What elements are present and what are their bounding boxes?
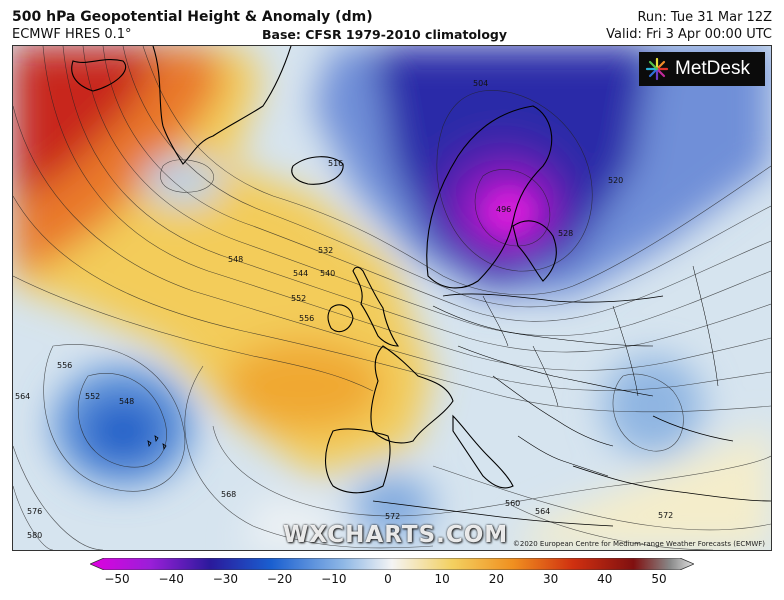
metdesk-logo-text: MetDesk <box>675 58 750 79</box>
valid-time-label: Valid: Fri 3 Apr 00:00 UTC <box>606 27 772 42</box>
great-britain-coast <box>352 266 400 347</box>
france-coast <box>370 345 454 444</box>
chart-title: 500 hPa Geopotential Height & Anomaly (d… <box>12 9 373 25</box>
italy-coast <box>452 414 514 489</box>
anomaly-map: 516 520 528 532 540 544 548 552 556 560 … <box>12 45 772 551</box>
anomaly-field <box>13 46 771 550</box>
metdesk-logo-icon <box>645 57 669 81</box>
coastlines <box>71 46 771 527</box>
contour-label: 548 <box>228 255 243 264</box>
metdesk-logo: MetDesk <box>639 52 765 86</box>
colorbar-tick-label: 50 <box>651 572 667 586</box>
greenland-coast <box>152 46 292 165</box>
iberia-coast <box>324 428 391 494</box>
contour-label: 544 <box>293 269 308 278</box>
colorbar-tick-label: −40 <box>158 572 184 586</box>
ireland-coast <box>327 304 354 333</box>
height-contours <box>13 46 771 550</box>
contour-label: 568 <box>221 490 236 499</box>
anomaly-colorbar <box>90 558 694 570</box>
contour-label: 496 <box>496 205 511 214</box>
contour-label: 576 <box>27 507 42 516</box>
scandinavia-coast <box>426 105 553 289</box>
contour-labels: 516 520 528 532 540 544 548 552 556 560 … <box>15 79 673 540</box>
wxcharts-watermark: WXCHARTS.COM <box>283 522 509 548</box>
colorbar-tick-label: 20 <box>488 572 505 586</box>
map-canvas: 516 520 528 532 540 544 548 552 556 560 … <box>13 46 771 550</box>
contour-label: 516 <box>328 159 343 168</box>
run-time-label: Run: Tue 31 Mar 12Z <box>637 10 772 25</box>
contour-label: 552 <box>291 294 306 303</box>
base-climatology-label: Base: CFSR 1979-2010 climatology <box>262 27 508 42</box>
contour-label: 520 <box>608 176 623 185</box>
copyright-notice: ©2020 European Centre for Medium-range W… <box>512 540 765 548</box>
contour-label: 556 <box>57 361 72 370</box>
contour-label: 528 <box>558 229 573 238</box>
contour-label: 572 <box>385 512 400 521</box>
contour-label: 564 <box>15 392 30 401</box>
colorbar-tick-label: −30 <box>212 572 239 586</box>
colorbar-tick-label: 30 <box>542 572 559 586</box>
contour-label: 556 <box>299 314 314 323</box>
contour-label: 540 <box>320 269 335 278</box>
colorbar-tick-label: 10 <box>434 572 450 586</box>
colorbar-tick-label: −10 <box>321 572 347 586</box>
colorbar-tick-label: −20 <box>266 572 293 586</box>
contour-label: 580 <box>27 531 42 540</box>
colorbar-ticks: −50 −40 −30 −20 −10 0 10 20 30 40 50 <box>0 572 784 590</box>
contour-label: 552 <box>85 392 100 401</box>
colorbar-tick-label: 40 <box>597 572 613 586</box>
iceland-coast <box>291 156 344 185</box>
contour-label: 532 <box>318 246 333 255</box>
finland-coast <box>512 220 557 282</box>
contour-label: 504 <box>473 79 488 88</box>
contour-label: 572 <box>658 511 673 520</box>
model-label: ECMWF HRES 0.1° <box>12 27 132 42</box>
contour-label: 560 <box>505 499 520 508</box>
contour-label: 564 <box>535 507 550 516</box>
colorbar-tick-label: 0 <box>384 572 392 586</box>
colorbar-tick-label: −50 <box>104 572 130 586</box>
contour-label: 548 <box>119 397 134 406</box>
